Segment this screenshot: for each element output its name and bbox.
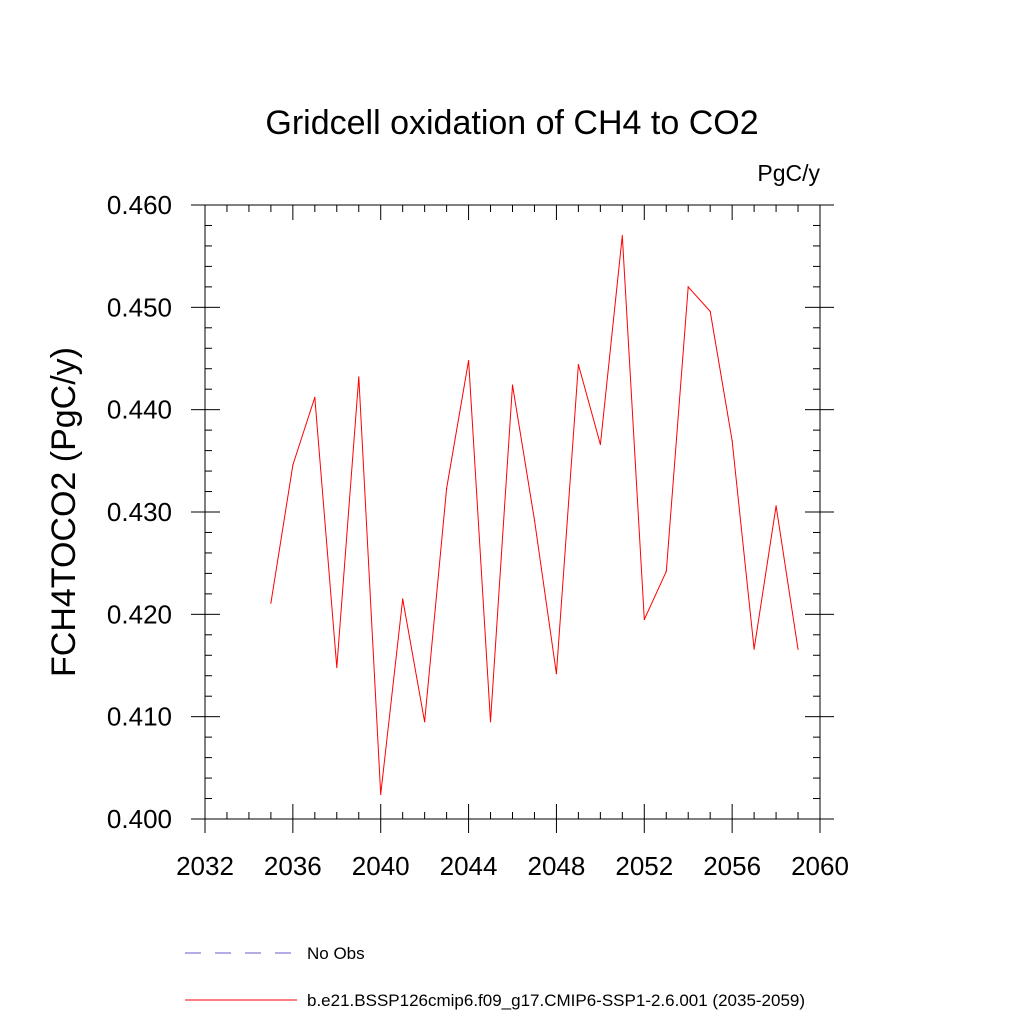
data-point bbox=[467, 359, 470, 362]
data-point bbox=[797, 648, 799, 650]
y-tick-label: 0.440 bbox=[107, 395, 172, 425]
series-line bbox=[270, 235, 799, 795]
y-tick-label: 0.420 bbox=[107, 599, 172, 629]
data-point bbox=[292, 464, 294, 466]
x-tick-label: 2044 bbox=[440, 851, 498, 881]
y-tick-label: 0.450 bbox=[107, 292, 172, 322]
x-tick-label: 2056 bbox=[703, 851, 761, 881]
data-point bbox=[643, 618, 645, 621]
data-point bbox=[270, 602, 272, 604]
data-point bbox=[336, 666, 338, 669]
data-point bbox=[753, 648, 755, 650]
x-tick-label: 2040 bbox=[352, 851, 410, 881]
data-point bbox=[731, 439, 733, 441]
plot-frame bbox=[204, 204, 821, 820]
data-point bbox=[577, 364, 579, 366]
legend-label-model-run: b.e21.BSSP126cmip6.f09_g17.CMIP6-SSP1-2.… bbox=[307, 991, 805, 1010]
data-point bbox=[446, 487, 448, 490]
data-point bbox=[687, 286, 689, 288]
y-tick-label: 0.400 bbox=[107, 804, 172, 834]
data-point bbox=[489, 721, 492, 723]
legend-label-no-obs: No Obs bbox=[307, 944, 365, 963]
data-point bbox=[709, 310, 711, 313]
data-point bbox=[511, 384, 514, 386]
x-tick-label: 2060 bbox=[791, 851, 849, 881]
x-tick-label: 2032 bbox=[176, 851, 234, 881]
legend: No Obs b.e21.BSSP126cmip6.f09_g17.CMIP6-… bbox=[185, 944, 805, 1010]
data-point bbox=[314, 396, 316, 398]
data-point bbox=[424, 721, 426, 723]
y-tick-label: 0.410 bbox=[107, 702, 172, 732]
y-axis-label: FCH4TOCO2 (PgC/y) bbox=[45, 347, 83, 677]
data-point bbox=[380, 793, 382, 796]
x-tick-label: 2052 bbox=[615, 851, 673, 881]
data-point bbox=[555, 673, 558, 675]
y-tick-label: 0.460 bbox=[107, 190, 172, 220]
axes: 2032 2036 2040 2044 2048 2052 2056 2060 0.400 0.4… bbox=[107, 190, 849, 881]
chart-title: Gridcell oxidation of CH4 to CO2 bbox=[265, 104, 758, 142]
data-point bbox=[402, 598, 404, 600]
y-tick-label: 0.430 bbox=[107, 497, 172, 527]
series-layer bbox=[270, 235, 799, 796]
data-point bbox=[599, 443, 601, 446]
data-point bbox=[358, 376, 360, 378]
x-tick-label: 2048 bbox=[528, 851, 586, 881]
data-point bbox=[665, 570, 667, 572]
data-point bbox=[621, 235, 623, 237]
data-point bbox=[533, 519, 536, 521]
x-tick-label: 2036 bbox=[264, 851, 322, 881]
units-label: PgC/y bbox=[757, 160, 820, 186]
data-point bbox=[775, 505, 777, 507]
